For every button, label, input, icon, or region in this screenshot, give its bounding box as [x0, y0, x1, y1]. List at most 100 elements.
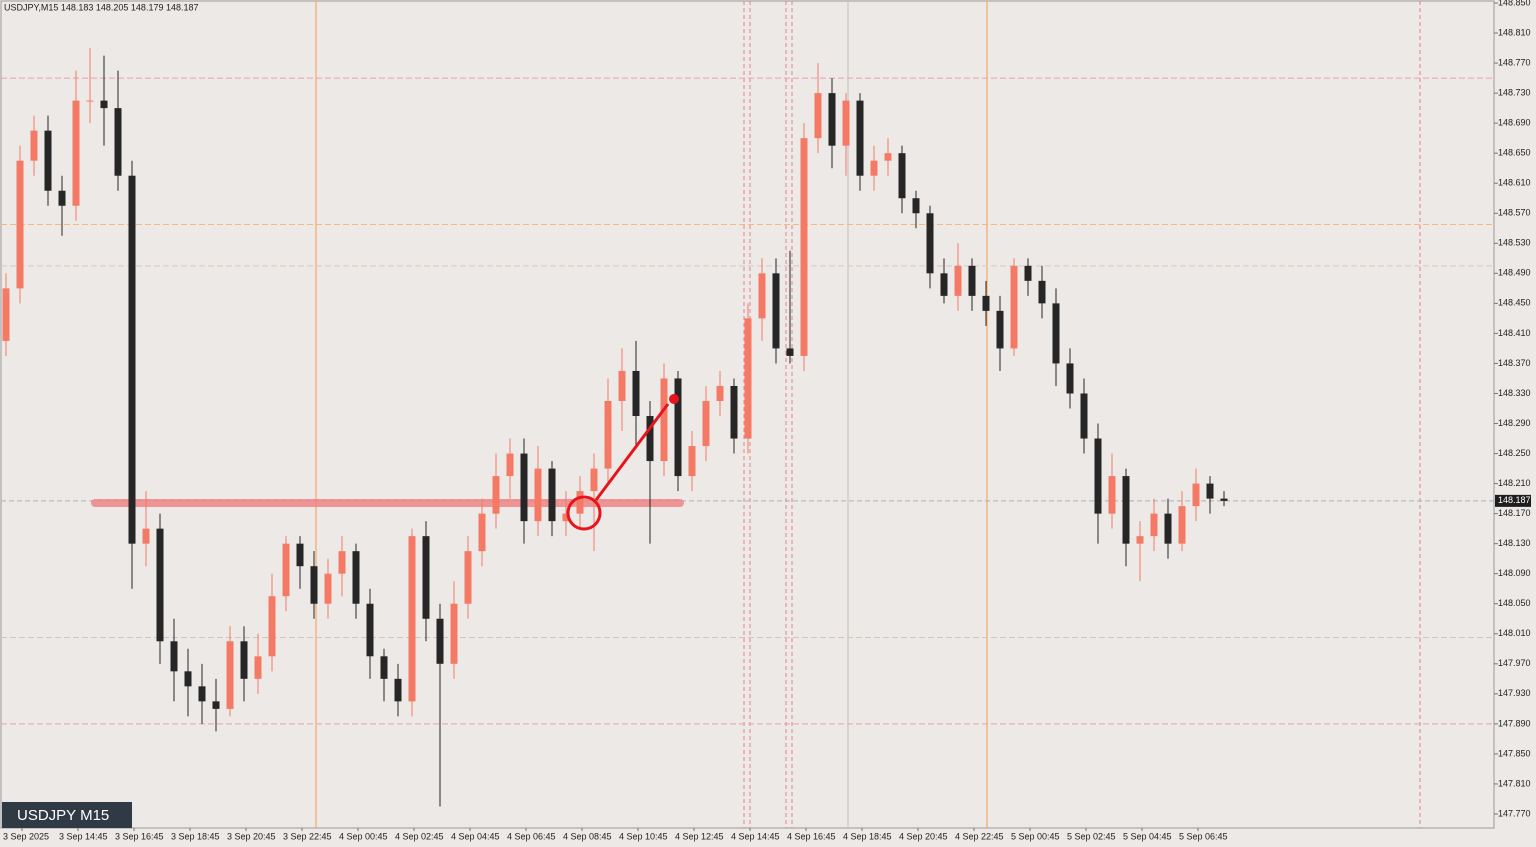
candle-body: [128, 175, 136, 544]
candle-body: [268, 596, 276, 657]
candle-body: [632, 370, 640, 417]
y-tick-label: 148.370: [1498, 358, 1531, 368]
x-tick-label: 4 Sep 02:45: [395, 831, 444, 841]
candle-body: [646, 416, 654, 462]
candle-body: [198, 686, 206, 702]
last-price-tag: [1495, 494, 1531, 507]
candle-body: [520, 453, 528, 522]
candle-body: [842, 100, 850, 146]
candle-body: [772, 273, 780, 349]
candle-body: [296, 543, 304, 567]
candle-body: [716, 385, 724, 401]
candle-body: [100, 100, 108, 109]
y-tick-label: 148.250: [1498, 448, 1531, 458]
candle-body: [156, 528, 164, 642]
candle-body: [870, 160, 878, 176]
y-tick-label: 148.210: [1498, 478, 1531, 488]
candle-body: [688, 446, 696, 477]
candle-body: [884, 153, 892, 161]
candles: [2, 48, 1228, 807]
candle-body: [1010, 265, 1018, 349]
candle-body: [982, 295, 990, 311]
highlight-circle: [566, 495, 602, 531]
candle-body: [492, 476, 500, 514]
candle-body: [674, 378, 682, 477]
y-tick-label: 147.810: [1498, 778, 1531, 788]
x-tick-label: 4 Sep 04:45: [451, 831, 500, 841]
candle-body: [996, 310, 1004, 349]
candle-body: [394, 678, 402, 702]
candle-body: [464, 551, 472, 604]
last-price-label: 148.187: [1498, 495, 1531, 505]
candle-body: [114, 108, 122, 176]
candle-body: [1052, 303, 1060, 364]
candle-body: [450, 603, 458, 664]
y-tick-label: 148.330: [1498, 388, 1531, 398]
y-tick-label: 148.290: [1498, 418, 1531, 428]
y-tick-label: 148.650: [1498, 148, 1531, 158]
candle-body: [800, 138, 808, 356]
candle-body: [1206, 483, 1214, 499]
candle-body: [212, 701, 220, 709]
x-tick-label: 3 Sep 2025: [3, 831, 49, 841]
candle-body: [562, 513, 570, 522]
x-tick-label: 4 Sep 18:45: [843, 831, 892, 841]
candle-body: [1080, 393, 1088, 439]
candle-body: [1192, 483, 1200, 507]
x-tick-label: 5 Sep 00:45: [1011, 831, 1060, 841]
candle-body: [548, 468, 556, 522]
y-tick-label: 148.410: [1498, 328, 1531, 338]
candle-body: [968, 265, 976, 296]
y-tick-label: 147.770: [1498, 808, 1531, 818]
y-tick-label: 148.610: [1498, 178, 1531, 188]
x-tick-label: 4 Sep 20:45: [899, 831, 948, 841]
candle-body: [604, 400, 612, 469]
y-tick-label: 148.530: [1498, 238, 1531, 248]
candle-body: [1108, 476, 1116, 514]
candle-body: [590, 468, 598, 492]
candle-body: [1178, 506, 1186, 544]
candle-body: [58, 190, 66, 206]
x-tick-label: 3 Sep 14:45: [59, 831, 108, 841]
candle-body: [744, 318, 752, 439]
y-axis: 147.770 147.810 147.850 147.890 147.930 147.9…: [1494, 0, 1531, 818]
y-tick-label: 148.090: [1498, 568, 1531, 578]
header: USDJPY,M15 148.183 148.205 148.179 148.1…: [4, 2, 199, 12]
candle-body: [660, 378, 668, 462]
candle-body: [618, 370, 626, 401]
candle-body: [1136, 536, 1144, 544]
y-tick-label: 148.850: [1498, 0, 1531, 7]
candle-body: [506, 453, 514, 477]
candle-body: [898, 153, 906, 199]
candle-body: [408, 536, 416, 702]
y-tick-label: 148.810: [1498, 27, 1531, 37]
y-tick-label: 147.970: [1498, 658, 1531, 668]
x-tick-label: 4 Sep 12:45: [675, 831, 724, 841]
candle-body: [1066, 363, 1074, 394]
arrow: [594, 403, 670, 501]
candle-body: [2, 288, 10, 341]
y-tick-label: 147.930: [1498, 688, 1531, 698]
candle-body: [534, 468, 542, 522]
candle-body: [226, 641, 234, 709]
plot-frame: [0, 0, 1495, 829]
y-tick-label: 148.010: [1498, 628, 1531, 638]
y-tick-label: 148.690: [1498, 118, 1531, 128]
x-tick-label: 3 Sep 22:45: [283, 831, 332, 841]
candle-body: [576, 491, 584, 514]
y-tick-label: 148.730: [1498, 87, 1531, 97]
candle-body: [338, 551, 346, 574]
candle-body: [352, 551, 360, 604]
candle-body: [142, 528, 150, 544]
candle-body: [730, 385, 738, 439]
candle-body: [170, 641, 178, 672]
symbol-label: USDJPY M15: [17, 807, 109, 824]
candle-body: [86, 100, 94, 102]
x-tick-label: 4 Sep 06:45: [507, 831, 556, 841]
candle-body: [856, 100, 864, 176]
candle-body: [1122, 476, 1130, 544]
candle-body: [422, 536, 430, 619]
x-tick-label: 4 Sep 08:45: [563, 831, 612, 841]
